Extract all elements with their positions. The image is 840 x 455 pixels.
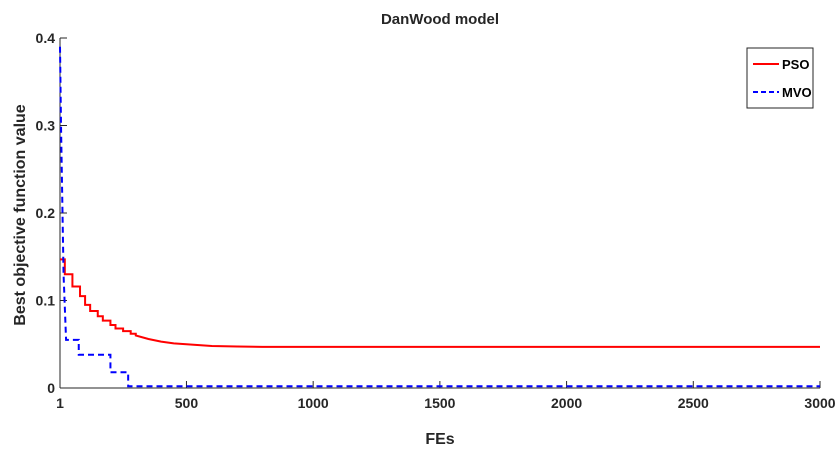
y-tick-label: 0 — [47, 380, 55, 396]
x-tick-label: 1 — [56, 395, 64, 411]
series-layer — [59, 46, 820, 388]
legend-label-mvo: MVO — [782, 85, 812, 100]
x-tick-label: 2000 — [551, 395, 582, 411]
y-tick-label: 0.4 — [36, 30, 56, 46]
x-tick-label: 1000 — [298, 395, 329, 411]
series-line-pso — [60, 258, 820, 348]
x-axis-ticks: 1 500 1000 1500 2000 2500 3000 — [56, 381, 836, 411]
y-axis-ticks: 0 0.1 0.2 0.3 0.4 — [36, 30, 67, 396]
plot-area — [59, 38, 820, 389]
x-tick-label: 3000 — [804, 395, 835, 411]
legend-label-pso: PSO — [782, 57, 809, 72]
y-tick-label: 0.1 — [36, 293, 56, 309]
x-axis-label: FEs — [425, 431, 454, 448]
y-tick-label: 0.2 — [36, 205, 56, 221]
y-axis-label: Best objective function value — [12, 104, 29, 325]
x-tick-label: 1500 — [424, 395, 455, 411]
y-tick-label: 0.3 — [36, 118, 56, 134]
chart-title: DanWood model — [381, 11, 499, 28]
series-line-mvo — [59, 46, 820, 388]
legend-box — [746, 47, 814, 109]
legend: PSO MVO — [746, 47, 814, 109]
x-tick-label: 2500 — [678, 395, 709, 411]
x-tick-label: 500 — [175, 395, 199, 411]
